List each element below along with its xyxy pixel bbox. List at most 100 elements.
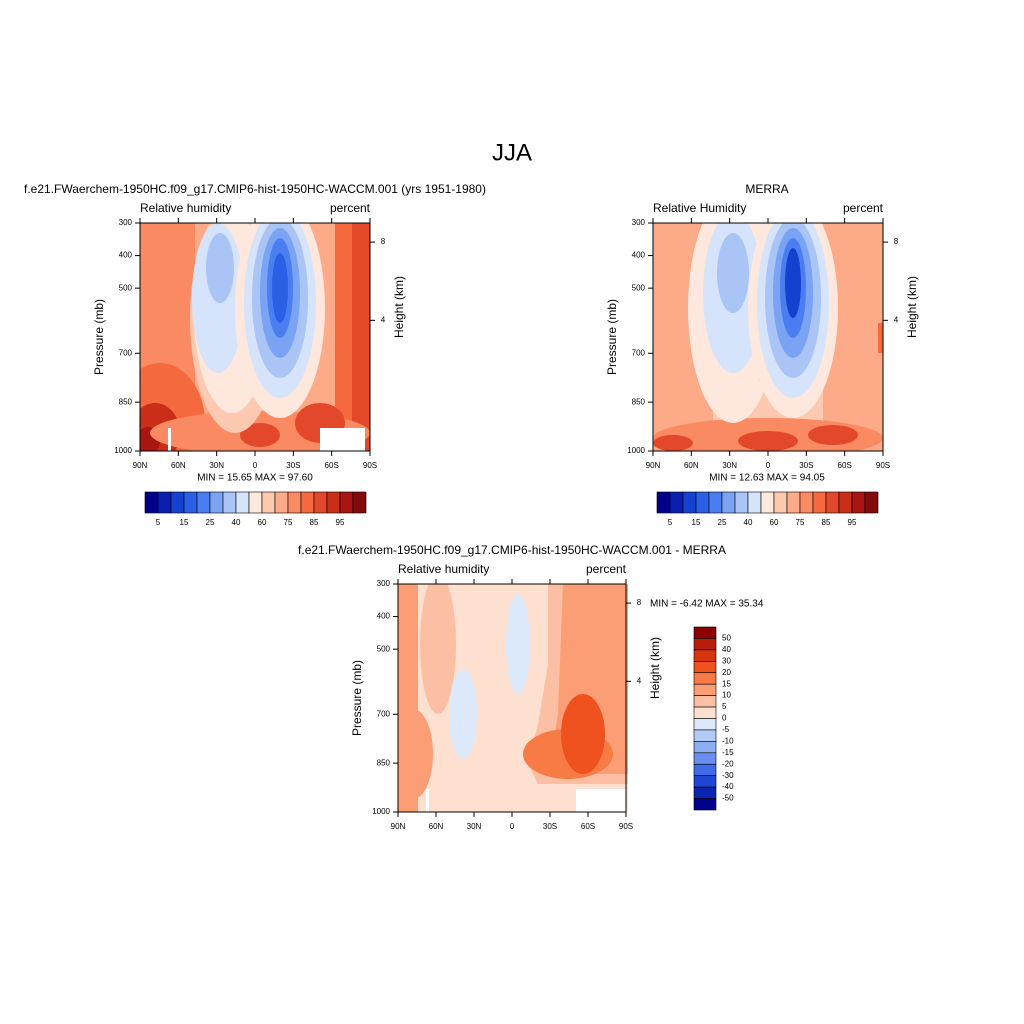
colorbar-box: [693, 752, 717, 765]
y-tick-label: 300: [119, 218, 133, 227]
colorbar-box: [825, 491, 840, 514]
colorbar-box: [693, 763, 717, 776]
x-tick-label: 60N: [171, 461, 186, 470]
colorbar-box: [812, 491, 827, 514]
colorbar-box: [157, 491, 172, 514]
x-tick-label: 0: [510, 822, 515, 831]
y-tick-label: 300: [632, 218, 646, 227]
colorbar-label: 5: [722, 702, 727, 711]
x-tick-label: 30N: [209, 461, 224, 470]
colorbar-label: 15: [722, 679, 731, 688]
panel-title: f.e21.FWaerchem-1950HC.f09_g17.CMIP6-his…: [298, 543, 726, 557]
colorbar-box: [656, 491, 671, 514]
colorbar-label: 95: [848, 518, 857, 527]
colorbar-box: [693, 638, 717, 651]
colorbar-box: [669, 491, 684, 514]
colorbar-box: [695, 491, 710, 514]
colorbar-box: [287, 491, 302, 514]
colorbar-box: [693, 683, 717, 696]
colorbar-label: 40: [722, 645, 731, 654]
colorbar-label: 75: [284, 518, 293, 527]
colorbar-box: [693, 695, 717, 708]
colorbar-box: [693, 661, 717, 674]
x-tick-label: 30N: [467, 822, 482, 831]
colorbar-box: [693, 706, 717, 719]
colorbar-label: 15: [180, 518, 189, 527]
colorbar-box: [183, 491, 198, 514]
x-tick-label: 60S: [838, 461, 852, 470]
colorbar-label: 10: [722, 691, 731, 700]
min-max-stats: MIN = -6.42 MAX = 35.34: [650, 599, 764, 610]
colorbar-box: [773, 491, 788, 514]
colorbar-box: [693, 672, 717, 685]
colorbar-box: [274, 491, 289, 514]
colorbar-label: 20: [722, 668, 731, 677]
colorbar-box: [693, 798, 717, 811]
y2-axis-label: Height (km): [648, 637, 662, 699]
y-tick-label: 1000: [372, 807, 390, 816]
contour-field: [653, 223, 883, 451]
x-tick-label: 90N: [133, 461, 148, 470]
y-tick-label: 300: [377, 579, 391, 588]
colorbar-label: -40: [722, 782, 734, 791]
colorbar-label: -20: [722, 759, 734, 768]
colorbar-box: [693, 649, 717, 662]
colorbar-label: 30: [722, 656, 731, 665]
y2-tick-label: 8: [381, 237, 386, 246]
left-label: Relative Humidity: [653, 201, 746, 215]
colorbar-label: 40: [744, 518, 753, 527]
colorbar-box: [799, 491, 814, 514]
x-tick-label: 0: [253, 461, 258, 470]
contour-field: [398, 584, 628, 812]
colorbar-label: 95: [336, 518, 345, 527]
y-axis-label: Pressure (mb): [350, 660, 364, 736]
colorbar-box: [196, 491, 211, 514]
colorbar-label: 25: [718, 518, 727, 527]
colorbar-box: [838, 491, 853, 514]
panel-title: f.e21.FWaerchem-1950HC.f09_g17.CMIP6-his…: [24, 182, 486, 196]
colorbar-label: 5: [156, 518, 161, 527]
y-tick-label: 700: [632, 348, 646, 357]
colorbar-label: -15: [722, 748, 734, 757]
y-tick-label: 850: [377, 758, 391, 767]
colorbar-label: 85: [310, 518, 319, 527]
colorbar-box: [693, 786, 717, 799]
y-tick-label: 500: [377, 644, 391, 653]
y2-axis-label: Height (km): [905, 276, 919, 338]
y-tick-label: 400: [632, 251, 646, 260]
colorbar-box: [693, 741, 717, 754]
colorbar-label: -10: [722, 736, 734, 745]
colorbar-box: [693, 729, 717, 742]
y-tick-label: 700: [377, 709, 391, 718]
y2-tick-label: 8: [894, 237, 899, 246]
colorbar-label: 50: [722, 634, 731, 643]
x-tick-label: 30S: [799, 461, 813, 470]
colorbar-label: 0: [722, 714, 727, 723]
y-tick-label: 700: [119, 348, 133, 357]
colorbar-box: [326, 491, 341, 514]
colorbar-box: [352, 491, 367, 514]
x-tick-label: 90S: [619, 822, 633, 831]
colorbar-label: 75: [796, 518, 805, 527]
colorbar-box: [144, 491, 159, 514]
colorbar-box: [682, 491, 697, 514]
colorbar-box: [693, 718, 717, 731]
y-tick-label: 1000: [627, 446, 645, 455]
colorbar-label: 85: [822, 518, 831, 527]
colorbar-box: [248, 491, 263, 514]
colorbar-box: [851, 491, 866, 514]
colorbar-label: 15: [692, 518, 701, 527]
y2-axis-label: Height (km): [392, 276, 406, 338]
x-tick-label: 30N: [722, 461, 737, 470]
colorbar-label: 60: [770, 518, 779, 527]
right-label: percent: [330, 201, 371, 215]
colorbar-box: [760, 491, 775, 514]
colorbar-box: [209, 491, 224, 514]
colorbar-box: [339, 491, 354, 514]
colorbar-box: [708, 491, 723, 514]
colorbar-box: [721, 491, 736, 514]
colorbar-box: [313, 491, 328, 514]
x-tick-label: 0: [766, 461, 771, 470]
